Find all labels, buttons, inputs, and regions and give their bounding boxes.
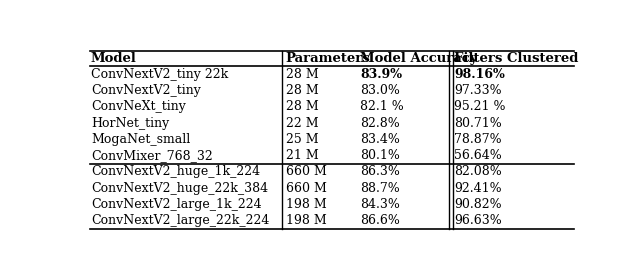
- Text: 83.0%: 83.0%: [360, 84, 400, 97]
- Text: 56.64%: 56.64%: [454, 149, 502, 162]
- Text: 90.82%: 90.82%: [454, 198, 502, 211]
- Text: 82.08%: 82.08%: [454, 165, 502, 179]
- Text: ConvNextV2_tiny: ConvNextV2_tiny: [91, 84, 201, 97]
- Text: 21 M: 21 M: [286, 149, 319, 162]
- Text: 198 M: 198 M: [286, 214, 326, 227]
- Text: 98.16%: 98.16%: [454, 68, 505, 81]
- Text: 92.41%: 92.41%: [454, 182, 502, 195]
- Text: 80.71%: 80.71%: [454, 116, 502, 130]
- Text: 25 M: 25 M: [286, 133, 319, 146]
- Text: 80.1%: 80.1%: [360, 149, 400, 162]
- Text: 82.8%: 82.8%: [360, 116, 400, 130]
- Text: ConvNextV2_large_22k_224: ConvNextV2_large_22k_224: [91, 214, 269, 227]
- Text: 198 M: 198 M: [286, 198, 326, 211]
- Text: ConvNeXt_tiny: ConvNeXt_tiny: [91, 100, 186, 113]
- Text: ConvNextV2_huge_22k_384: ConvNextV2_huge_22k_384: [91, 182, 268, 195]
- Text: 78.87%: 78.87%: [454, 133, 502, 146]
- Text: 86.6%: 86.6%: [360, 214, 400, 227]
- Text: Model Accuracy: Model Accuracy: [360, 52, 477, 65]
- Text: ConvNextV2_huge_1k_224: ConvNextV2_huge_1k_224: [91, 165, 260, 179]
- Text: 660 M: 660 M: [286, 165, 326, 179]
- Text: 96.63%: 96.63%: [454, 214, 502, 227]
- Text: 84.3%: 84.3%: [360, 198, 400, 211]
- Text: 28 M: 28 M: [286, 84, 319, 97]
- Text: Filters Clustered: Filters Clustered: [454, 52, 579, 65]
- Text: 88.7%: 88.7%: [360, 182, 400, 195]
- Text: 82.1 %: 82.1 %: [360, 100, 404, 113]
- Text: 86.3%: 86.3%: [360, 165, 400, 179]
- Text: 83.9%: 83.9%: [360, 68, 402, 81]
- Text: 83.4%: 83.4%: [360, 133, 400, 146]
- Text: 97.33%: 97.33%: [454, 84, 502, 97]
- Text: MogaNet_small: MogaNet_small: [91, 133, 190, 146]
- Text: 95.21 %: 95.21 %: [454, 100, 506, 113]
- Text: Model: Model: [91, 52, 137, 65]
- Text: 28 M: 28 M: [286, 68, 319, 81]
- Text: ConvNextV2_large_1k_224: ConvNextV2_large_1k_224: [91, 198, 262, 211]
- Text: 22 M: 22 M: [286, 116, 319, 130]
- Text: 660 M: 660 M: [286, 182, 326, 195]
- Text: ConvMixer_768_32: ConvMixer_768_32: [91, 149, 212, 162]
- Text: 28 M: 28 M: [286, 100, 319, 113]
- Text: Parameters: Parameters: [286, 52, 371, 65]
- Text: HorNet_tiny: HorNet_tiny: [91, 116, 169, 130]
- Text: ConvNextV2_tiny 22k: ConvNextV2_tiny 22k: [91, 68, 228, 81]
